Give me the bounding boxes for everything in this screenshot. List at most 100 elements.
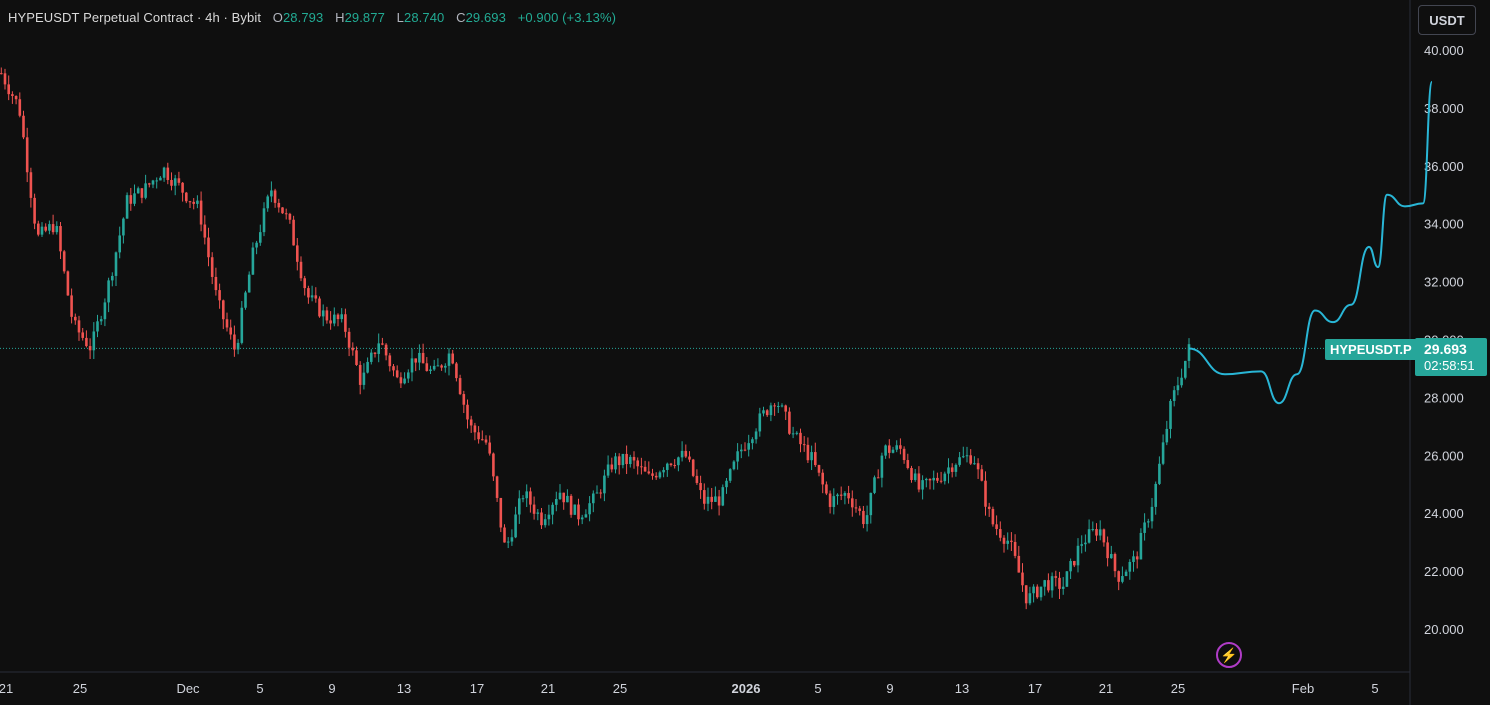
candle-body: [1121, 576, 1124, 582]
candle-body: [599, 492, 602, 494]
candle-body: [310, 295, 314, 298]
candle-body: [358, 364, 362, 385]
candle-body: [799, 432, 802, 445]
candle-body: [81, 332, 84, 338]
candle-body: [884, 445, 887, 456]
candle-body: [691, 459, 695, 476]
candle-body: [11, 94, 14, 97]
candle-body: [222, 300, 225, 320]
candle-body: [858, 508, 861, 511]
candle-body: [1161, 442, 1165, 464]
x-tick-label: Dec: [176, 681, 200, 696]
candle-body: [640, 466, 643, 468]
candle-body: [684, 450, 688, 457]
candle-body: [580, 517, 584, 520]
high-value: 29.877: [344, 10, 385, 25]
candle-body: [381, 343, 384, 345]
candle-body: [1176, 385, 1180, 391]
candle-body: [865, 515, 869, 525]
symbol-title[interactable]: HYPEUSDT Perpetual Contract · 4h · Bybit: [8, 10, 262, 25]
candle-body: [506, 541, 510, 543]
candle-body: [743, 449, 747, 451]
candle-body: [432, 365, 436, 370]
candle-body: [281, 207, 284, 214]
candle-body: [625, 453, 628, 465]
candle-body: [1050, 576, 1054, 591]
candle-body: [466, 404, 469, 420]
candle-body: [791, 433, 795, 435]
candle-body: [22, 115, 25, 138]
candle-body: [33, 197, 36, 224]
candle-body: [477, 432, 480, 440]
candle-body: [74, 316, 77, 321]
candle-body: [758, 413, 762, 432]
x-tick-label: 21: [541, 681, 555, 696]
candle-body: [77, 320, 81, 333]
candle-body: [825, 484, 828, 494]
candle-body: [965, 455, 969, 457]
candle-body: [233, 334, 236, 350]
candle-body: [499, 497, 503, 528]
candle-body: [1073, 561, 1076, 566]
candle-body: [1143, 522, 1146, 533]
candle-body: [950, 467, 954, 472]
candle-body: [610, 464, 614, 470]
candle-body: [70, 295, 73, 317]
candle-body: [373, 352, 377, 354]
candle-body: [299, 261, 303, 279]
candle-body: [495, 476, 499, 498]
candle-body: [606, 464, 610, 476]
candle-body: [876, 477, 880, 479]
candle-body: [125, 195, 129, 219]
open-label: O: [272, 10, 283, 25]
candle-body: [251, 247, 255, 275]
y-tick-label: 22.000: [1424, 564, 1464, 579]
bar-countdown: 02:58:51: [1424, 358, 1475, 373]
candle-body: [725, 480, 728, 488]
candle-body: [1024, 585, 1028, 604]
x-tick-label: 5: [1371, 681, 1378, 696]
candle-body: [166, 167, 170, 180]
currency-unit-button[interactable]: USDT: [1418, 5, 1476, 35]
candle-body: [159, 177, 162, 181]
candle-body: [407, 372, 410, 379]
candle-body: [573, 504, 577, 515]
candle-body: [262, 208, 266, 233]
change-value: +0.900 (+3.13%): [517, 10, 617, 25]
candle-body: [902, 448, 906, 461]
candle-body: [440, 365, 443, 368]
candle-body: [532, 504, 536, 514]
last-price-tag: 29.693 02:58:51: [1415, 338, 1487, 376]
candle-body: [795, 432, 799, 434]
candle-body: [181, 182, 184, 193]
candle-body: [7, 84, 10, 95]
candle-body: [947, 467, 950, 474]
candle-body: [1084, 542, 1087, 545]
candle-body: [447, 353, 451, 366]
candle-body: [1180, 377, 1183, 386]
candle-body: [318, 298, 321, 317]
candle-body: [1091, 529, 1095, 531]
candle-body: [821, 472, 824, 485]
candle-body: [888, 445, 891, 453]
y-tick-label: 26.000: [1424, 448, 1464, 463]
lightning-icon[interactable]: ⚡: [1216, 642, 1242, 668]
candle-body: [484, 439, 488, 443]
candle-body: [351, 347, 355, 351]
candle-body: [162, 167, 166, 178]
candle-body: [451, 353, 454, 364]
candle-body: [399, 377, 403, 384]
candle-body: [1047, 580, 1050, 591]
candle-body: [362, 372, 366, 385]
candle-body: [717, 496, 721, 506]
candle-body: [839, 494, 843, 496]
candle-body: [984, 480, 987, 507]
candle-body: [547, 514, 551, 520]
candle-body: [203, 224, 207, 238]
candle-body: [925, 478, 928, 481]
candle-body: [148, 183, 151, 185]
candle-body: [921, 480, 924, 490]
candle-body: [558, 492, 562, 500]
candle-body: [210, 257, 214, 277]
